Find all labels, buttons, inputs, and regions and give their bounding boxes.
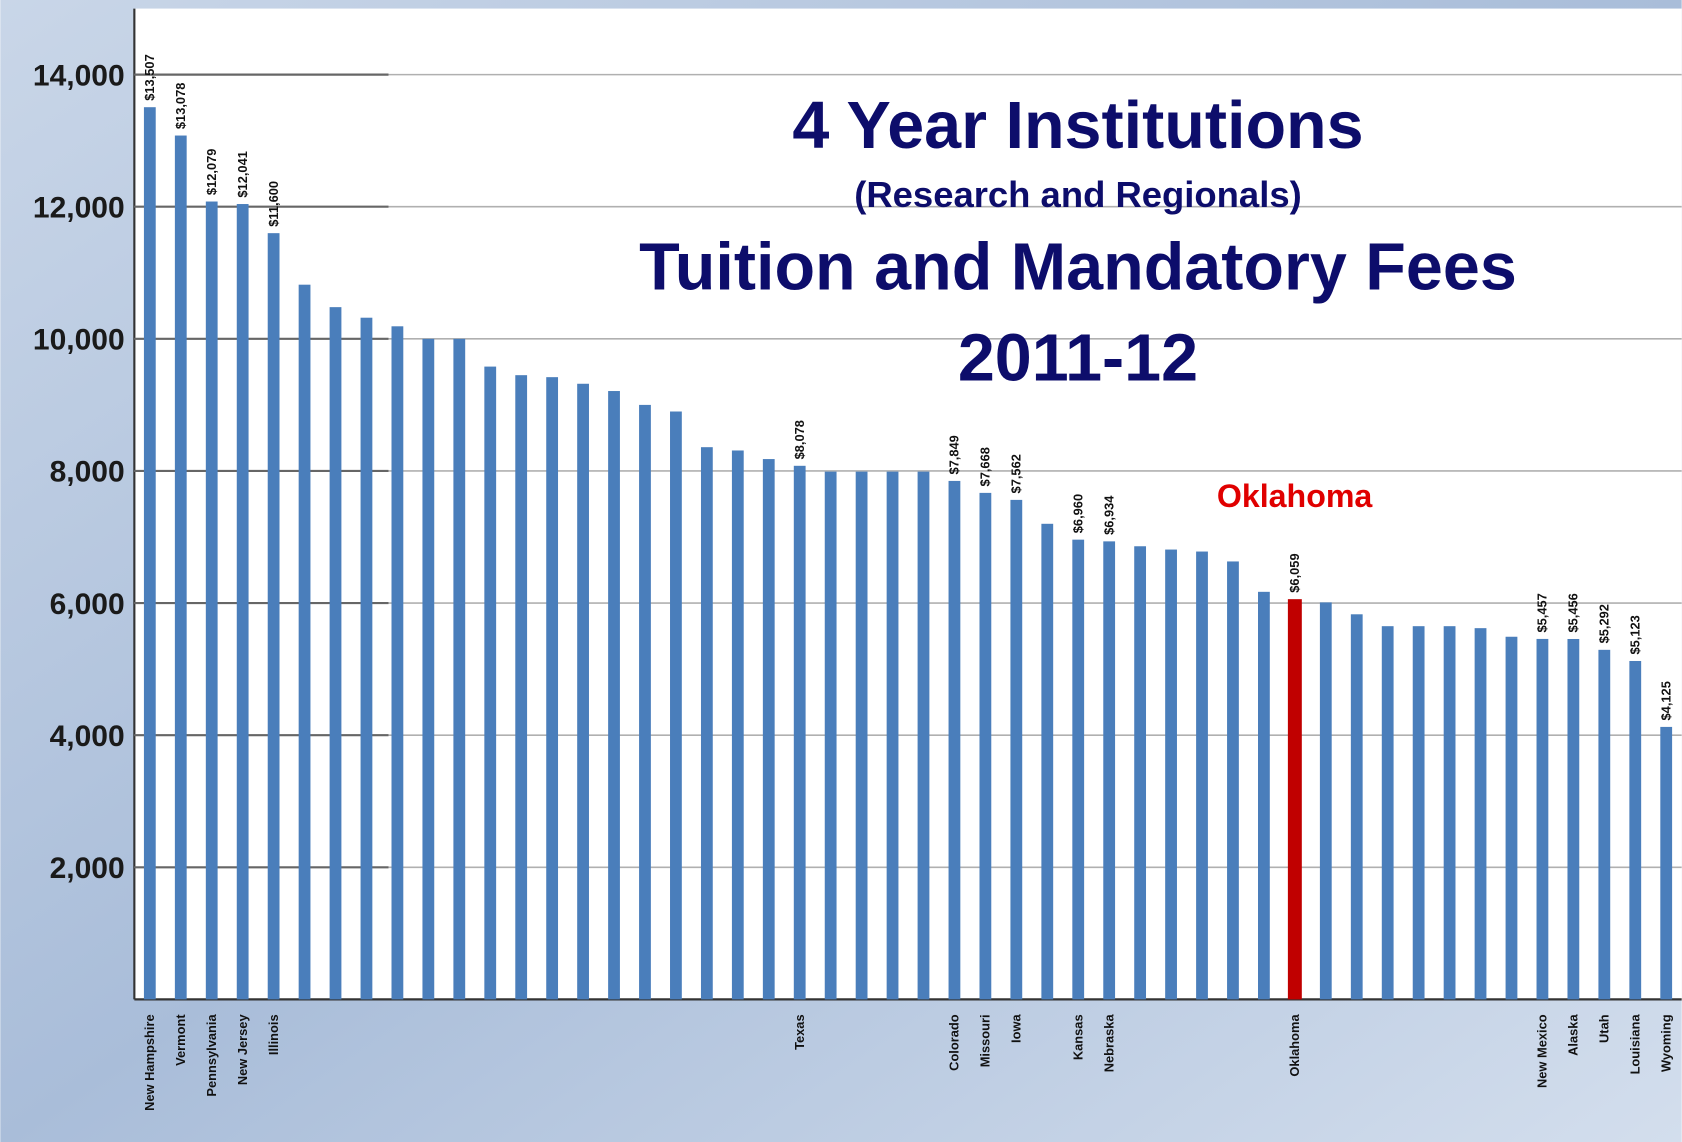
bar [948, 480, 961, 1000]
value-label: $13,507 [142, 54, 157, 100]
y-tick-label: 8,000 [50, 456, 125, 489]
bar [546, 377, 559, 1000]
y-tick-label: 4,000 [50, 720, 125, 753]
x-tick-label: Oklahoma [1287, 1014, 1302, 1077]
bar [1319, 602, 1332, 1000]
bar [1010, 499, 1023, 1000]
value-label: $5,456 [1566, 593, 1581, 632]
bar [1103, 541, 1116, 1000]
x-tick-label: Kansas [1071, 1014, 1086, 1060]
bar [608, 391, 620, 1000]
y-tick-label: 12,000 [33, 191, 125, 224]
bar [1041, 523, 1054, 1000]
bar [236, 204, 249, 1000]
y-tick-label: 6,000 [50, 588, 125, 621]
value-label: $7,849 [947, 435, 962, 474]
bar [1134, 546, 1147, 1000]
bar [1474, 628, 1487, 1000]
x-tick-label: Wyoming [1658, 1014, 1673, 1072]
bar [1536, 638, 1549, 1000]
bar [1287, 599, 1302, 1000]
y-tick-label: 10,000 [33, 324, 125, 357]
chart-subtitle: (Research and Regionals) [854, 174, 1302, 215]
chart-title: 4 Year Institutions [792, 89, 1363, 163]
bar [855, 471, 868, 1000]
bar [577, 383, 589, 1000]
bar [979, 492, 992, 1000]
bar [1196, 551, 1208, 1000]
bar [1567, 638, 1580, 1000]
bar [824, 471, 837, 1000]
bar [484, 366, 497, 1000]
value-label: $12,041 [235, 151, 250, 197]
x-tick-label: Pennsylvania [204, 1014, 219, 1097]
value-label: $11,600 [266, 181, 281, 227]
x-tick-label: Utah [1597, 1014, 1612, 1043]
value-label: $4,125 [1658, 681, 1673, 720]
bar [360, 317, 373, 1000]
bar [174, 135, 187, 1000]
value-label: $8,078 [792, 420, 807, 459]
bar [422, 338, 435, 1000]
bar [1660, 726, 1673, 1000]
bar [1412, 626, 1425, 1000]
bar [143, 107, 156, 1000]
bar [762, 459, 775, 1000]
bar [917, 471, 930, 1000]
value-label: $12,079 [204, 149, 219, 195]
x-tick-label: Iowa [1009, 1014, 1024, 1043]
value-label: $7,668 [978, 447, 993, 486]
y-tick-label: 14,000 [33, 59, 125, 92]
bar [700, 447, 713, 1000]
x-tick-label: Alaska [1566, 1014, 1581, 1056]
bar [731, 450, 744, 1000]
x-tick-label: Texas [792, 1014, 807, 1050]
x-tick-label: Nebraska [1101, 1014, 1116, 1073]
x-tick-label: Missouri [978, 1014, 993, 1067]
x-tick-label: Vermont [173, 1014, 188, 1066]
bar [391, 326, 404, 1000]
bar [453, 338, 466, 1000]
value-label: $6,934 [1101, 495, 1116, 535]
bar [1629, 660, 1642, 1000]
bar [1598, 649, 1611, 1000]
bar [1443, 626, 1456, 1000]
bar [298, 284, 311, 1000]
bar [639, 404, 651, 1000]
bar [329, 307, 342, 1000]
bar [886, 471, 899, 1000]
bars [143, 107, 1673, 1000]
value-label: $5,457 [1535, 593, 1550, 632]
x-tick-label: Colorado [947, 1014, 962, 1071]
bar [1350, 614, 1363, 1000]
bar [1227, 561, 1239, 1000]
chart-title-2: Tuition and Mandatory Fees [639, 231, 1517, 305]
bar [515, 375, 528, 1000]
chart-title-3: 2011-12 [958, 322, 1198, 396]
value-label: $6,960 [1071, 494, 1086, 533]
bar [1165, 549, 1177, 1000]
value-label: $7,562 [1009, 454, 1024, 493]
bar [205, 201, 218, 1000]
bar [793, 465, 806, 1000]
bar [1258, 591, 1270, 1000]
x-tick-label: Louisiana [1628, 1014, 1643, 1075]
bar [1072, 539, 1085, 1000]
bar [267, 233, 280, 1000]
value-label: $6,059 [1287, 553, 1302, 592]
value-label: $5,123 [1628, 615, 1643, 654]
x-tick-label: New Mexico [1535, 1014, 1550, 1088]
bar [1381, 626, 1394, 1000]
bar [1505, 636, 1518, 1000]
bar [670, 411, 682, 1000]
annotation: Oklahoma [1217, 478, 1374, 514]
y-tick-label: 2,000 [50, 852, 125, 885]
value-label: $5,292 [1597, 604, 1612, 643]
value-label: $13,078 [173, 83, 188, 129]
x-tick-label: New Jersey [235, 1014, 250, 1086]
x-tick-label: Illinois [266, 1014, 281, 1055]
x-tick-label: New Hampshire [142, 1014, 157, 1110]
